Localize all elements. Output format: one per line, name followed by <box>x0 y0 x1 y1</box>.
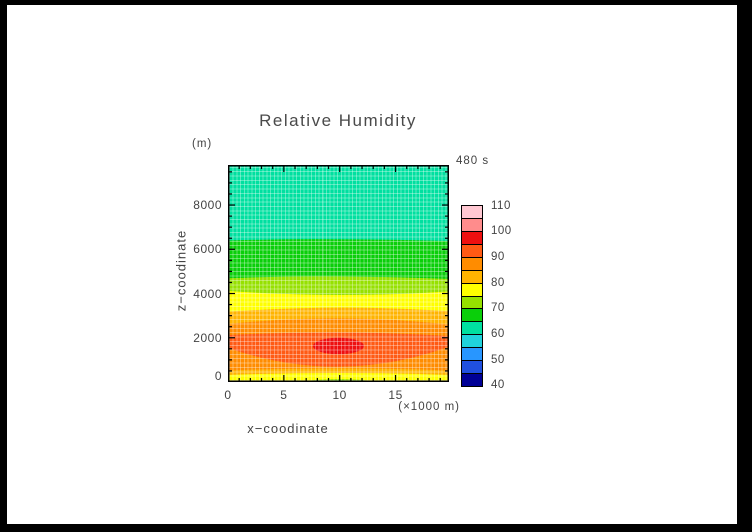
x-axis-unit-label: (×1000 m) <box>398 401 460 413</box>
x-tick-label: 15 <box>388 388 403 402</box>
colorbar-tick-label: 40 <box>491 379 505 392</box>
colorbar-tick-label: 50 <box>491 353 505 366</box>
colorbar-segment <box>462 282 482 296</box>
y-tick-label: 4000 <box>193 286 222 301</box>
colorbar-tick-label: 110 <box>491 199 511 212</box>
colorbar-segment <box>462 295 482 309</box>
chart-title: Relative Humidity <box>259 111 417 130</box>
colorbar-segment <box>462 321 482 335</box>
colorbar-tick-label: 70 <box>491 302 505 315</box>
colorbar-segment <box>462 347 482 361</box>
colorbar-tick-label: 90 <box>491 250 505 263</box>
colorbar-tick-label: 100 <box>491 225 512 238</box>
colorbar-segment <box>462 243 482 257</box>
colorbar-segment <box>462 206 482 219</box>
contour-plot-area <box>228 165 449 382</box>
colorbar-segment <box>462 230 482 244</box>
x-tick-label: 10 <box>332 388 347 402</box>
colorbar-segment <box>462 308 482 322</box>
y-axis-unit-label: (m) <box>192 138 213 150</box>
colorbar-segment <box>462 334 482 348</box>
colorbar-tick-label: 60 <box>491 328 505 341</box>
time-stamp-label: 480 s <box>456 155 490 167</box>
axes-frame-and-ticks-layer <box>228 165 449 382</box>
x-axis-title: x−coodinate <box>247 421 329 436</box>
colorbar-segment <box>462 218 482 231</box>
contour-bands-layer <box>228 165 449 382</box>
plot-canvas: Relative Humidity (m) 480 s z−coodinate … <box>7 5 737 524</box>
colorbar-segment <box>462 269 482 283</box>
colorbar: 110 100 90 80 70 60 50 40 <box>461 200 532 391</box>
y-axis-title: z−coodinate <box>173 229 189 312</box>
y-tick-label: 2000 <box>193 330 222 345</box>
y-tick-label: 0 <box>214 369 222 383</box>
plot-frame <box>228 165 449 382</box>
colorbar-scale <box>461 205 483 387</box>
x-tick-label: 5 <box>280 388 288 402</box>
y-tick-label: 8000 <box>193 198 222 212</box>
contour-band <box>313 337 364 355</box>
x-tick-label: 0 <box>224 388 232 402</box>
colorbar-segment <box>462 373 482 386</box>
colorbar-tick-label: 80 <box>491 276 505 289</box>
colorbar-segment <box>462 256 482 270</box>
colorbar-segment <box>462 360 482 374</box>
y-tick-label: 6000 <box>193 242 222 257</box>
